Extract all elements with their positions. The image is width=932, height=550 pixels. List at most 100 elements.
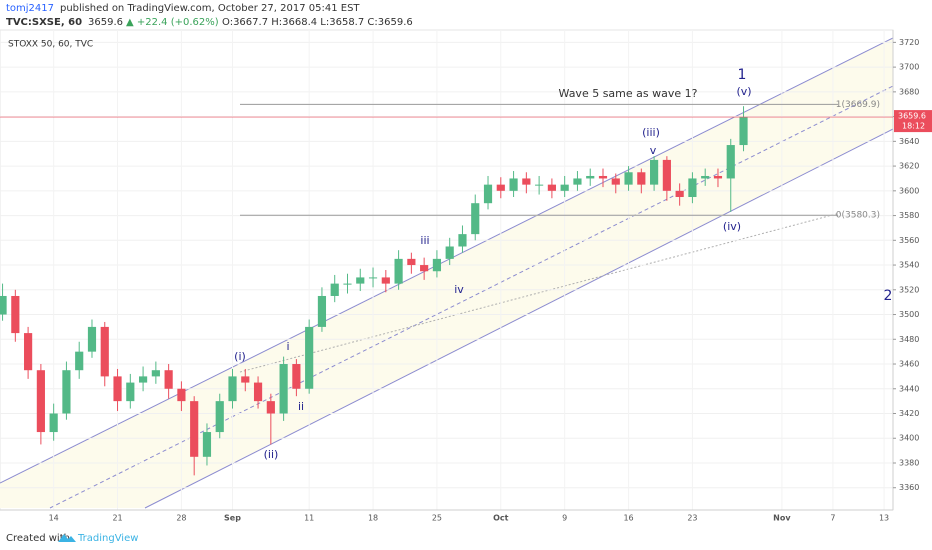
- wave-label: (iii): [642, 126, 660, 139]
- footer-created: Created with: [6, 533, 70, 544]
- x-tick-label: Nov: [773, 514, 791, 523]
- x-tick-label: 14: [49, 514, 59, 523]
- candle-body: [407, 258, 416, 266]
- candle-body: [75, 351, 84, 371]
- candle-body: [368, 277, 378, 279]
- candle-body: [177, 388, 186, 402]
- candle-body: [317, 295, 327, 327]
- y-tick-label: 3680: [899, 87, 919, 96]
- y-tick-label: 3360: [899, 483, 919, 492]
- candle-body: [458, 234, 467, 247]
- candle-body: [113, 376, 122, 402]
- chart-title: STOXX 50, 60, TVC: [8, 40, 93, 50]
- y-tick-label: 3460: [899, 360, 919, 369]
- candle-body: [126, 382, 135, 402]
- candle-body: [483, 184, 493, 204]
- wave-label: i: [286, 340, 289, 353]
- candle-body: [739, 117, 748, 146]
- candle-body: [394, 258, 403, 284]
- candle-body: [62, 370, 71, 414]
- last-price-label: 3659.6: [898, 112, 926, 121]
- candle-body: [586, 175, 595, 179]
- candle-body: [701, 175, 710, 179]
- footer: Created with TradingView: [6, 533, 138, 544]
- candle-body: [688, 178, 697, 198]
- candle-body: [675, 190, 684, 198]
- candle-body: [611, 178, 620, 185]
- candle-body: [228, 376, 237, 402]
- annotation: Wave 5 same as wave 1?: [559, 87, 698, 100]
- wave-label: ii: [298, 400, 304, 413]
- change: ▲ +22.4 (+0.62%): [126, 17, 219, 28]
- candle-body: [547, 184, 556, 191]
- y-tick-label: 3600: [899, 186, 919, 195]
- candle-body: [279, 364, 288, 414]
- candle-body: [509, 178, 518, 191]
- x-tick-label: 11: [304, 514, 314, 523]
- y-tick-label: 3560: [899, 236, 919, 245]
- candle-body: [624, 172, 633, 185]
- channel-upper: [0, 37, 894, 484]
- published: published on TradingView.com, October 27…: [60, 3, 360, 14]
- y-tick-label: 3480: [899, 335, 919, 344]
- candle-body: [253, 382, 263, 402]
- candle-body: [24, 333, 33, 371]
- x-tick-label: 16: [623, 514, 633, 523]
- x-tick-label: 13: [879, 514, 889, 523]
- x-tick-label: 18: [368, 514, 378, 523]
- x-tick-label: 21: [112, 514, 122, 523]
- candle-body: [650, 159, 659, 185]
- candle-body: [215, 401, 224, 433]
- ohlc: O:3667.7 H:3668.4 L:3658.7 C:3659.6: [222, 17, 413, 28]
- author[interactable]: tomj2417: [6, 3, 54, 14]
- fib-level-label: 0(3580.3): [836, 211, 880, 221]
- x-tick-label: Sep: [224, 514, 241, 523]
- y-tick-label: 3520: [899, 285, 919, 294]
- wave-label: (iv): [723, 220, 741, 233]
- y-tick-label: 3620: [899, 162, 919, 171]
- candle-body: [292, 364, 301, 389]
- candle-body: [445, 246, 454, 259]
- candle-body: [726, 145, 735, 179]
- wave-label: (i): [234, 350, 246, 363]
- candle-body: [49, 413, 58, 433]
- footer-brand[interactable]: TradingView: [77, 533, 138, 544]
- symbol: TVC:SXSE, 60: [6, 17, 82, 28]
- x-tick-label: 7: [830, 514, 835, 523]
- y-tick-label: 3700: [899, 63, 919, 72]
- candle-body: [381, 277, 390, 284]
- x-tick-label: 28: [176, 514, 186, 523]
- wave-label: iii: [420, 234, 429, 247]
- candle-body: [343, 283, 352, 285]
- candle-body: [330, 283, 339, 296]
- candle-body: [305, 326, 314, 389]
- trend-dotted: [239, 212, 841, 373]
- x-tick-label: 23: [687, 514, 697, 523]
- wave-label: (ii): [264, 448, 279, 461]
- last-price-time: 18:12: [902, 122, 925, 131]
- x-tick-label: 25: [432, 514, 442, 523]
- candle-body: [0, 295, 7, 315]
- candle-body: [420, 265, 429, 272]
- fib-level-label: 1(3669.9): [836, 100, 880, 110]
- candle-body: [100, 326, 109, 377]
- candle-body: [202, 432, 212, 457]
- candle-body: [522, 178, 531, 185]
- y-tick-label: 3540: [899, 261, 919, 270]
- candle-body: [190, 401, 199, 457]
- channel-fill: [0, 38, 893, 508]
- candle-body: [11, 295, 20, 334]
- price: 3659.6: [88, 17, 123, 28]
- candle-body: [151, 370, 160, 377]
- wave-label: 1: [738, 67, 747, 83]
- wave-label: 2: [884, 288, 893, 304]
- candle-body: [573, 178, 582, 185]
- candle-body: [87, 326, 97, 352]
- channel-lower: [144, 128, 894, 509]
- candle-body: [432, 258, 442, 272]
- y-tick-label: 3500: [899, 310, 919, 319]
- wave-label: iv: [454, 283, 464, 296]
- candle-body: [164, 370, 173, 389]
- annotations: 1 (v) Wave 5 same as wave 1? (iii) v iii…: [234, 67, 892, 461]
